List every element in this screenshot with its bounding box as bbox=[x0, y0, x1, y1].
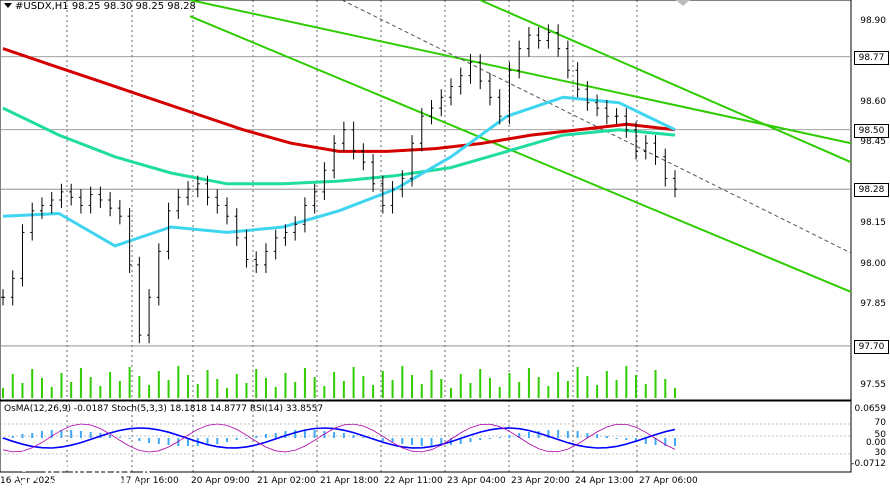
osma-bar bbox=[616, 438, 618, 439]
osma-bar bbox=[333, 432, 335, 438]
osma-bar bbox=[508, 435, 510, 438]
osma-bar bbox=[265, 434, 267, 438]
indicator-header: OsMA(12,26,9) -0.0187 Stoch(5,3,3) 18.18… bbox=[4, 404, 323, 414]
price-level-badge: 97.70 bbox=[854, 340, 889, 354]
main-chart-frame bbox=[0, 0, 851, 400]
osma-bar bbox=[343, 433, 345, 438]
osma-bar bbox=[21, 434, 23, 438]
dropdown-arrow-icon[interactable] bbox=[4, 3, 12, 8]
osma-bar bbox=[411, 438, 413, 445]
price-level-badge: 98.77 bbox=[854, 51, 889, 65]
osma-bar bbox=[41, 431, 43, 438]
osma-bar bbox=[168, 438, 170, 445]
logo-tagline: Instant Forex Trading bbox=[50, 478, 145, 489]
price-level-badge: 98.50 bbox=[854, 124, 889, 138]
osma-bar bbox=[382, 438, 384, 441]
osma-bar bbox=[255, 436, 257, 438]
osma-bar bbox=[557, 430, 559, 438]
symbol-header: #USDX,H1 98.25 98.30 98.25 98.28 bbox=[4, 1, 196, 12]
osma-bar bbox=[577, 431, 579, 438]
time-axis-label: 21 Apr 02:00 bbox=[257, 476, 316, 486]
instaforex-logo-icon bbox=[6, 450, 42, 486]
price-axis-label: 98.00 bbox=[860, 259, 886, 269]
instaforex-logo: instaforex Instant Forex Trading bbox=[6, 450, 152, 486]
osma-bar bbox=[109, 435, 111, 438]
indicator-axis-label: -0.0712 bbox=[851, 459, 886, 469]
osma-bar bbox=[401, 438, 403, 444]
osma-bar bbox=[499, 437, 501, 438]
osma-bar bbox=[60, 430, 62, 438]
price-axis-label: 98.90 bbox=[860, 16, 886, 26]
time-axis-label: 23 Apr 20:00 bbox=[511, 476, 570, 486]
osma-bar bbox=[606, 436, 608, 438]
osma-bar bbox=[90, 432, 92, 438]
osma-bar bbox=[12, 436, 14, 438]
osma-bar bbox=[216, 438, 218, 444]
osma-bar bbox=[148, 438, 150, 443]
time-axis-label: 20 Apr 09:00 bbox=[191, 476, 250, 486]
osma-bar bbox=[129, 438, 131, 439]
osma-bar bbox=[226, 438, 228, 442]
time-axis-label: 24 Apr 13:00 bbox=[575, 476, 634, 486]
time-axis-label: 21 Apr 18:00 bbox=[320, 476, 379, 486]
osma-bar bbox=[275, 433, 277, 438]
osma-bar bbox=[392, 438, 394, 442]
osma-bar bbox=[304, 430, 306, 438]
osma-bar bbox=[489, 438, 491, 439]
osma-bar bbox=[70, 430, 72, 438]
indicator-axis-label: 70 bbox=[875, 418, 886, 428]
osma-bar bbox=[538, 431, 540, 438]
osma-bar bbox=[245, 438, 247, 439]
osma-bar bbox=[236, 438, 238, 440]
osma-bar bbox=[31, 433, 33, 438]
price-axis-label: 98.45 bbox=[860, 137, 886, 147]
price-axis-label: 97.85 bbox=[860, 299, 886, 309]
osma-bar bbox=[158, 438, 160, 444]
osma-bar bbox=[625, 438, 627, 440]
osma-bar bbox=[353, 435, 355, 438]
time-axis-label: 27 Apr 06:00 bbox=[639, 476, 698, 486]
time-axis-label: 23 Apr 04:00 bbox=[447, 476, 506, 486]
price-axis-label: 97.55 bbox=[860, 380, 886, 390]
osma-bar bbox=[138, 438, 140, 441]
osma-bar bbox=[119, 437, 121, 438]
osma-bar bbox=[479, 438, 481, 440]
osma-bar bbox=[294, 430, 296, 438]
osma-bar bbox=[567, 431, 569, 438]
osma-bar bbox=[314, 430, 316, 438]
osma-bar bbox=[674, 438, 676, 446]
osma-bar bbox=[284, 431, 286, 438]
osma-bar bbox=[596, 434, 598, 438]
osma-bar bbox=[421, 438, 423, 446]
osma-bar bbox=[362, 437, 364, 438]
osma-bar bbox=[80, 431, 82, 438]
indicator-axis-label: 0.0659 bbox=[855, 404, 887, 414]
price-axis-label: 98.15 bbox=[860, 218, 886, 228]
indicator-axis-label: 0.00 bbox=[866, 438, 886, 448]
osma-bar bbox=[469, 438, 471, 442]
price-level-badge: 98.28 bbox=[854, 183, 889, 197]
time-axis-label: 22 Apr 11:00 bbox=[384, 476, 443, 486]
osma-bar bbox=[431, 438, 433, 446]
price-axis-label: 98.60 bbox=[860, 97, 886, 107]
indicator-axis-label: 30 bbox=[875, 448, 886, 458]
osma-bar bbox=[528, 432, 530, 438]
